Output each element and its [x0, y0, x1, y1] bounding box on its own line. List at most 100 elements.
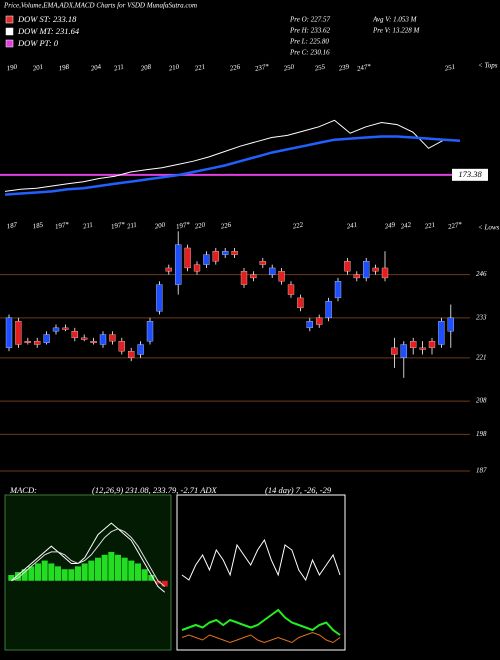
top-label: 247*: [356, 62, 372, 73]
candle-body: [175, 244, 182, 285]
candle-body: [137, 344, 144, 355]
candle-body: [344, 261, 351, 272]
bottom-label: 242: [400, 221, 412, 231]
top-label: 221: [194, 63, 206, 73]
bottom-label: 197*: [54, 220, 70, 231]
legend-label: DOW ST: 233.18: [17, 14, 77, 24]
stat: Pre L: 225.80: [289, 38, 329, 46]
candle-body: [203, 254, 210, 265]
candle-body: [419, 347, 426, 350]
candle-body: [391, 347, 398, 355]
candle-body: [325, 301, 332, 319]
candle-body: [410, 341, 417, 348]
histogram-bar: [121, 557, 128, 581]
candle-body: [428, 341, 436, 348]
histogram-bar: [128, 560, 135, 581]
legend-swatch: [5, 27, 14, 36]
bottom-label: 241: [346, 221, 358, 231]
candle-body: [81, 337, 88, 340]
histogram-bar: [54, 566, 62, 581]
candle-body: [222, 251, 229, 255]
histogram-bar: [154, 580, 162, 584]
y-tick-label: 187: [476, 467, 487, 475]
top-label: 255: [314, 63, 326, 73]
candle-body: [146, 321, 154, 342]
top-label: 211: [113, 63, 124, 73]
series-line: [181, 538, 341, 582]
candle-body: [353, 274, 360, 279]
candle-body: [297, 297, 304, 309]
bottom-label: 221: [424, 221, 436, 231]
bottom-label: 211: [82, 221, 93, 231]
top-label: 250: [283, 63, 295, 73]
candle-body: [269, 267, 276, 275]
legend-label: DOW PT: 0: [17, 38, 59, 48]
candle-body: [240, 271, 248, 285]
histogram-bar: [8, 575, 15, 581]
bottom-label: 227*: [447, 220, 463, 231]
candle-body: [447, 317, 454, 332]
macd-title: MACD:: [9, 485, 37, 495]
stat: Pre O: 227.57: [289, 16, 330, 24]
histogram-bar: [61, 569, 68, 581]
candle-body: [372, 267, 379, 272]
histogram-bar: [21, 569, 28, 581]
legend-label: DOW MT: 231.64: [17, 26, 80, 36]
bottom-label: 197*: [175, 220, 191, 231]
candle-body: [316, 317, 323, 325]
candle-body: [118, 341, 125, 352]
top-label: 251: [444, 63, 456, 73]
candle-body: [34, 341, 41, 345]
candle-body: [99, 334, 107, 345]
candle-body: [400, 344, 407, 358]
candle-body: [24, 341, 31, 343]
bottom-label: 220: [194, 221, 206, 231]
lows-label: < Lows: [478, 224, 500, 232]
candle-body: [250, 274, 257, 279]
series-line: [11, 528, 166, 587]
series-line: [4, 135, 461, 196]
candle-body: [15, 321, 22, 345]
candle-body: [287, 284, 295, 295]
bottom-label: 197*: [110, 220, 126, 231]
top-label: 208: [140, 63, 152, 73]
candle-body: [184, 247, 191, 269]
candle-body: [109, 334, 116, 342]
candle-body: [259, 261, 266, 265]
top-label: 226: [229, 63, 241, 73]
histogram-bar: [94, 557, 102, 581]
adx-panel: [176, 494, 346, 651]
adx-title: (14 day) 7, -26, -29: [265, 485, 332, 495]
bottom-label: 222: [292, 221, 304, 231]
histogram-bar: [161, 580, 168, 587]
top-label: 237*: [254, 62, 270, 73]
candle-body: [62, 327, 69, 330]
top-label: 201: [32, 63, 44, 73]
macd-subtitle: (12,26,9) 231.08, 233.79, -2.71 ADX: [92, 485, 218, 495]
top-label: 198: [58, 63, 70, 73]
histogram-bar: [141, 569, 148, 581]
candle-body: [278, 271, 285, 282]
tops-label: < Tops: [478, 62, 498, 70]
histogram-bar: [88, 560, 95, 581]
histogram-bar: [114, 554, 122, 581]
candle-body: [306, 321, 313, 329]
candle-body: [165, 267, 172, 272]
legend-swatch: [5, 15, 14, 24]
level-label: 173.38: [458, 169, 482, 179]
histogram-bar: [108, 551, 115, 581]
candle-body: [71, 331, 78, 339]
bottom-label: 200: [154, 221, 166, 231]
candle-body: [52, 327, 60, 332]
bottom-label: 211: [126, 221, 137, 231]
histogram-bar: [101, 554, 108, 581]
y-tick-label: 208: [476, 397, 487, 405]
candle-body: [128, 351, 135, 358]
series-line: [181, 608, 341, 636]
histogram-bar: [81, 563, 88, 581]
histogram-bar: [41, 560, 48, 581]
bottom-label: 226: [220, 221, 232, 231]
histogram-bar: [28, 566, 35, 581]
candle-body: [212, 251, 219, 262]
stat: Pre C: 230.16: [289, 49, 330, 57]
